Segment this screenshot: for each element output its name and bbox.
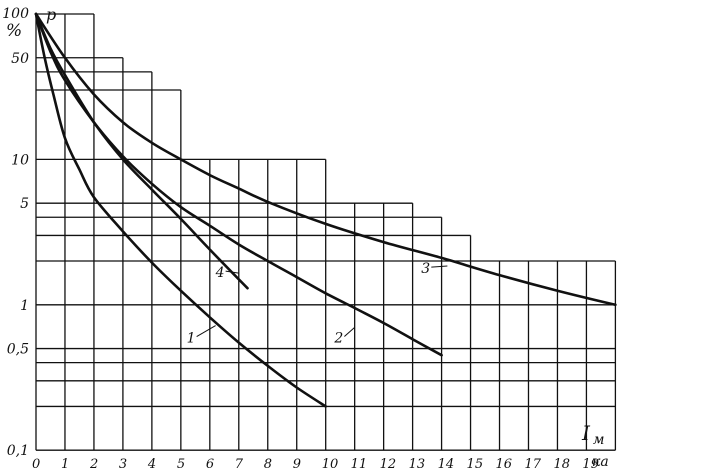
chart-curves xyxy=(34,12,617,408)
curve-label-1: 1 xyxy=(187,331,196,347)
x-tick-label: 4 xyxy=(147,457,156,470)
x-tick-label: 8 xyxy=(264,457,272,470)
x-tick-label: 0 xyxy=(32,457,40,470)
x-tick-label: 12 xyxy=(380,457,397,470)
curve-1 xyxy=(34,12,327,408)
x-tick-label: 15 xyxy=(467,457,484,470)
x-tick-label: 18 xyxy=(553,457,570,470)
y-axis-unit: % xyxy=(6,21,22,41)
x-tick-label: 7 xyxy=(235,457,244,470)
y-axis-label: p xyxy=(46,5,56,24)
curve-2 xyxy=(34,12,443,357)
y-tick-label: 50 xyxy=(11,51,29,67)
x-tick-label: 2 xyxy=(89,457,98,470)
curve-leader-3 xyxy=(431,265,448,268)
curve-leader-1 xyxy=(196,325,216,337)
curve-label-2: 2 xyxy=(333,331,343,347)
y-tick-label: 100 xyxy=(2,6,29,22)
curve-leader-4 xyxy=(225,270,239,274)
x-tick-label: 14 xyxy=(438,457,455,470)
x-tick-label: 17 xyxy=(524,457,541,470)
x-tick-label: 11 xyxy=(351,457,368,470)
x-tick-label: 19 xyxy=(582,457,599,470)
x-tick-label: 1 xyxy=(61,457,69,470)
x-tick-label: 6 xyxy=(206,457,214,470)
x-axis-unit: ка xyxy=(592,454,609,470)
x-tick-label: 5 xyxy=(177,457,185,470)
curve-leader-2 xyxy=(344,326,356,337)
y-tick-label: 10 xyxy=(11,152,29,168)
chart-grid xyxy=(35,13,617,451)
x-tick-label: 13 xyxy=(409,457,426,470)
y-tick-label: 5 xyxy=(20,196,29,212)
x-tick-label: 16 xyxy=(496,457,513,470)
y-tick-label: 1 xyxy=(20,298,29,314)
x-tick-label: 3 xyxy=(119,457,127,470)
curve-label-3: 3 xyxy=(421,261,430,277)
curve-3 xyxy=(34,12,617,307)
x-tick-label: 9 xyxy=(293,457,301,470)
x-tick-label: 10 xyxy=(322,457,339,470)
curve-4 xyxy=(34,12,249,290)
y-tick-label: 0,5 xyxy=(7,342,29,358)
curve-label-4: 4 xyxy=(215,265,225,281)
chart-labels: 0 1 2 3 4 5 6 7 8 9 10 11 12 13 14 15 16 17 18 191005010510… xyxy=(2,6,599,470)
y-tick-label: 0,1 xyxy=(7,443,29,459)
